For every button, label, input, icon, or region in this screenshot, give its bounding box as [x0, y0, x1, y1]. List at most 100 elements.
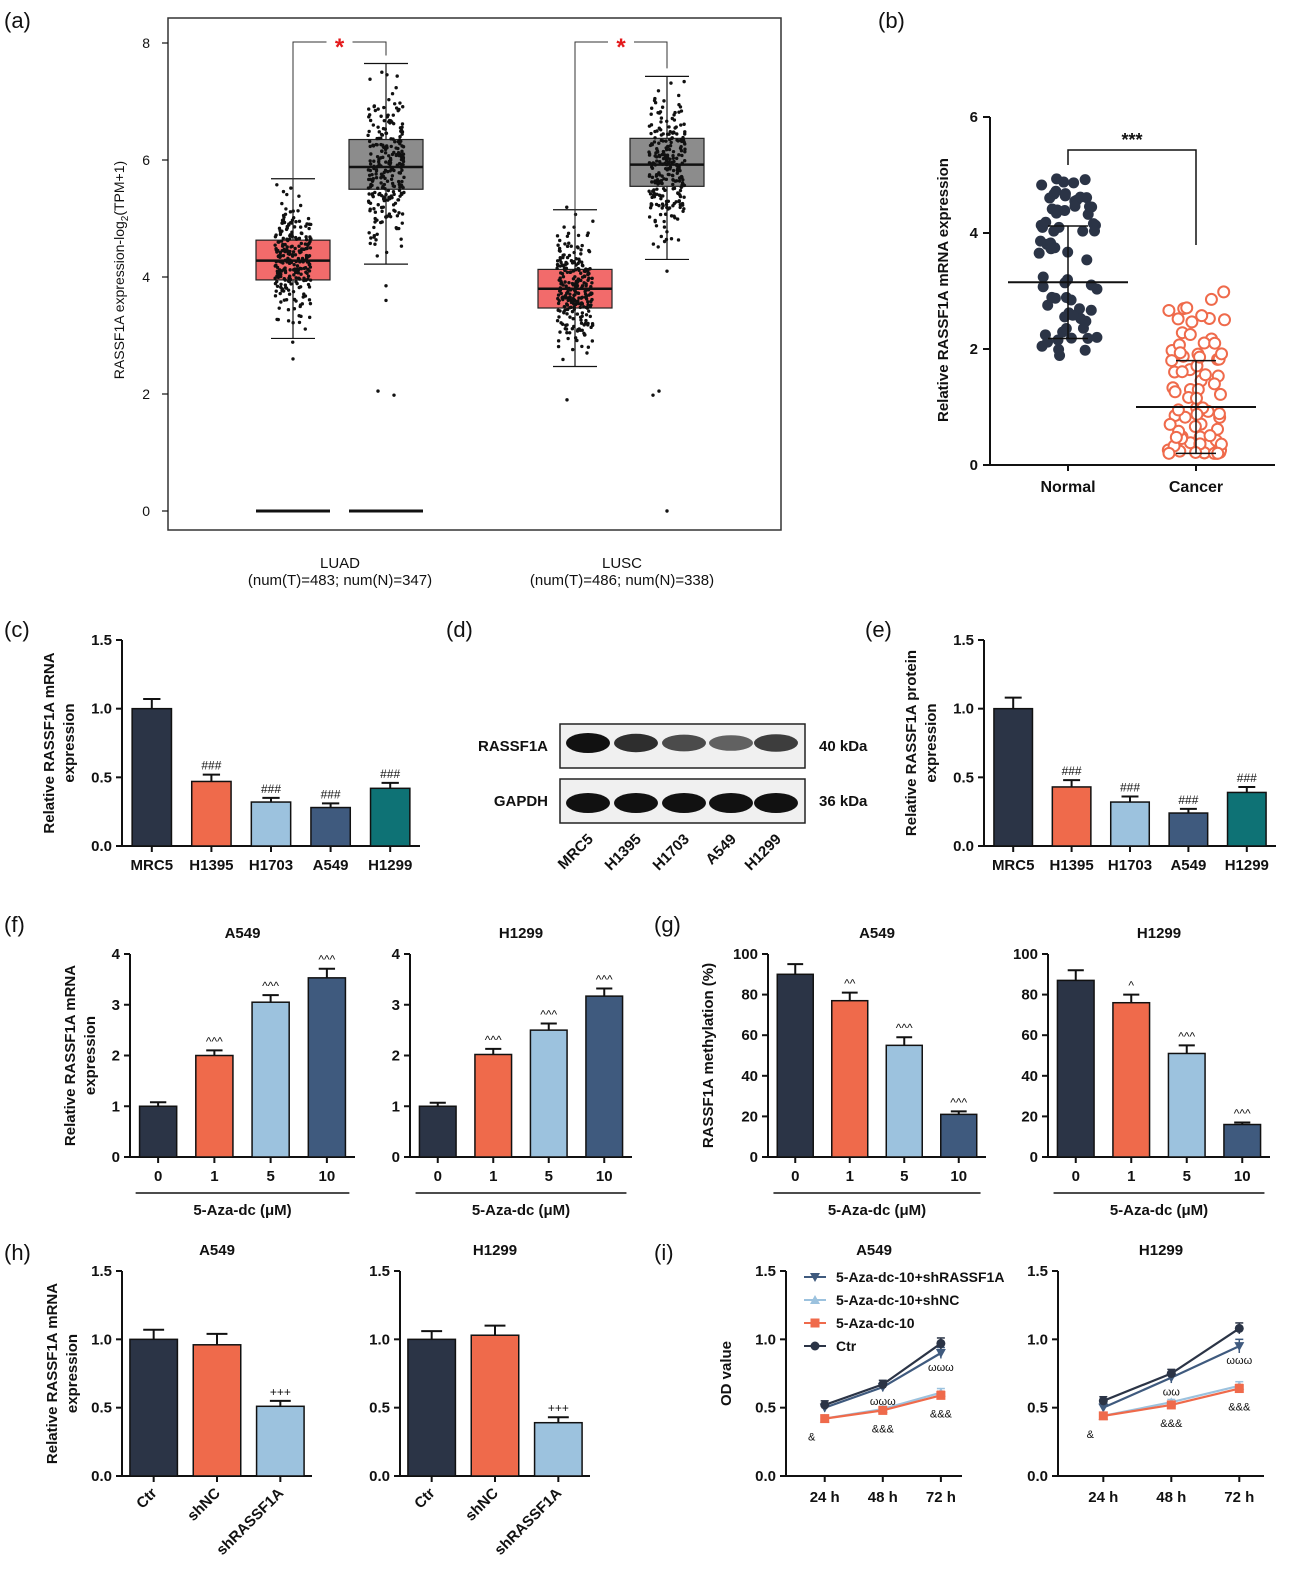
data-point: [398, 126, 403, 130]
data-point: [1203, 429, 1217, 443]
data-point: [376, 186, 380, 190]
y-tick-label: 0: [112, 1149, 120, 1166]
data-point: [291, 209, 295, 213]
data-point: [275, 271, 280, 275]
data-point: [1077, 322, 1089, 334]
y-tick-label: 2: [112, 1048, 120, 1065]
data-point: [373, 210, 378, 214]
data-point: [282, 276, 286, 281]
x-axis-label: 5-Aza-dc (μM): [1110, 1202, 1208, 1219]
data-point: [573, 275, 577, 279]
data-point: [368, 159, 372, 163]
data-point: [677, 153, 681, 157]
data-point: [374, 175, 379, 180]
data-point: [382, 182, 387, 187]
data-point: [1058, 176, 1070, 188]
data-point: [656, 245, 660, 249]
data-point: [579, 278, 583, 283]
data-point: [290, 218, 295, 222]
data-point: [682, 195, 686, 199]
data-point: [591, 219, 595, 223]
panel-label-c: (c): [4, 617, 30, 642]
data-point: [371, 194, 375, 199]
data-point: [1051, 204, 1063, 216]
data-point: [304, 224, 308, 228]
data-point: [367, 113, 372, 117]
data-point: [300, 247, 304, 251]
data-point: [677, 103, 681, 107]
data-point: [400, 132, 404, 136]
panel-label-b: (b): [878, 8, 905, 33]
bar: [1168, 812, 1209, 847]
data-point: [387, 154, 391, 158]
legend-label: 5-Aza-dc-10+shRASSF1A: [836, 1269, 1004, 1285]
significance-label: ###: [201, 759, 221, 773]
blot-band: [754, 793, 798, 813]
bar: [1226, 791, 1267, 847]
data-point: [561, 357, 565, 362]
x-axis-label: 5-Aza-dc (μM): [828, 1202, 926, 1219]
data-point: [579, 248, 583, 252]
data-point: [392, 192, 396, 197]
data-point: [397, 182, 402, 187]
data-point: [302, 292, 306, 296]
data-point: [287, 223, 291, 227]
data-point: [1190, 407, 1204, 421]
omega-annotation: ωω: [1163, 1387, 1181, 1399]
data-point: [1068, 177, 1080, 189]
x-tick-label: 0: [1072, 1168, 1080, 1185]
data-point: [559, 279, 563, 283]
data-point: [659, 120, 663, 124]
y-tick-label: 6: [142, 152, 150, 168]
data-point: [400, 144, 404, 148]
data-point: [820, 1414, 830, 1424]
panel-label-e: (e): [865, 617, 892, 642]
data-point: [647, 215, 652, 219]
data-point: [396, 179, 401, 184]
data-point: [649, 202, 653, 206]
data-point: [936, 1338, 946, 1348]
data-point: [586, 300, 590, 304]
data-point: [556, 339, 561, 343]
data-point: [292, 268, 296, 272]
y-tick-label: 1.5: [1027, 1263, 1048, 1280]
x-tick-label: 0: [434, 1168, 442, 1185]
data-point: [1059, 190, 1071, 202]
y-tick-label: 1: [392, 1098, 400, 1115]
data-point: [660, 105, 665, 109]
data-point: [297, 249, 302, 253]
significance-star: *: [616, 34, 626, 61]
data-point: [673, 126, 677, 130]
bar: [255, 1405, 305, 1477]
bar: [831, 999, 869, 1158]
data-point: [391, 190, 396, 194]
data-point: [653, 219, 657, 224]
data-point: [663, 153, 667, 157]
data-point: [555, 259, 560, 263]
data-point: [400, 149, 404, 154]
data-point: [298, 225, 303, 229]
data-point: [1091, 283, 1103, 295]
data-point: [388, 196, 392, 201]
data-point: [1162, 303, 1176, 317]
data-point: [380, 70, 384, 74]
data-point: [400, 154, 404, 158]
significance-label: ^^^: [896, 1021, 913, 1035]
data-point: [672, 118, 677, 122]
data-point: [558, 255, 562, 260]
data-point: [654, 224, 659, 228]
data-point: [384, 192, 388, 197]
data-point: [683, 147, 687, 151]
data-point: [286, 252, 290, 256]
data-point: [278, 231, 283, 235]
data-point: [381, 144, 386, 149]
y-tick-label: 3: [112, 997, 120, 1014]
data-point: [655, 147, 659, 151]
data-point: [590, 297, 594, 302]
data-point: [579, 260, 584, 264]
data-point: [398, 134, 402, 139]
legend-marker: [810, 1318, 820, 1328]
data-point: [678, 188, 683, 193]
blot-kda-label: 36 kDa: [819, 793, 868, 810]
data-point: [297, 320, 302, 325]
